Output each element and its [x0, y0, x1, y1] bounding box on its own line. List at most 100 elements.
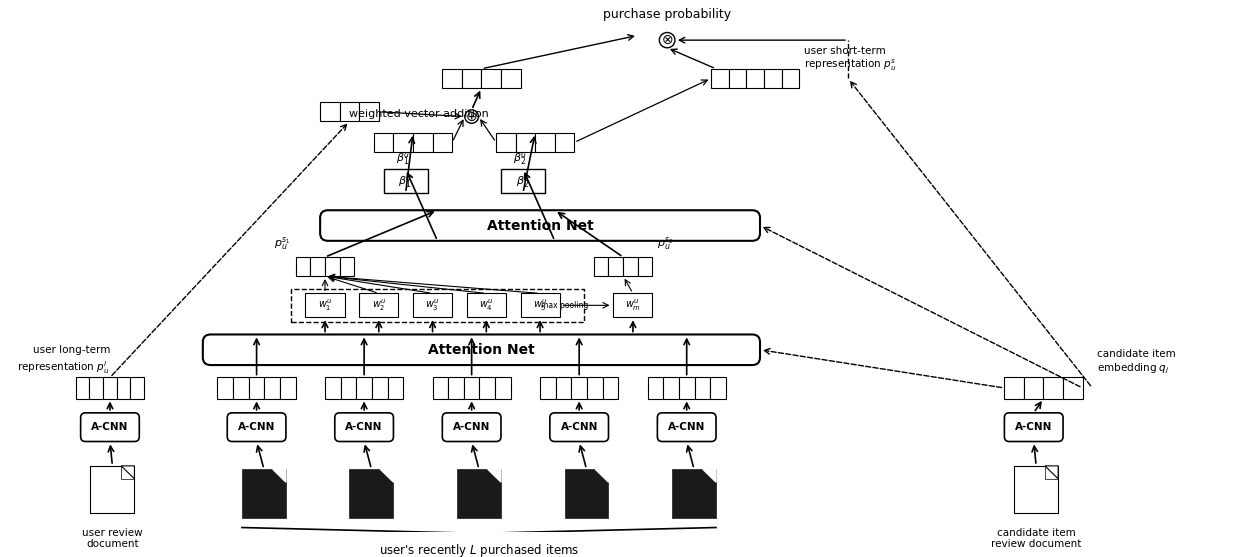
Bar: [116, 378, 130, 398]
Bar: [593, 257, 608, 276]
Bar: [280, 378, 296, 398]
Text: A-CNN: A-CNN: [238, 422, 275, 432]
Bar: [249, 378, 264, 398]
FancyBboxPatch shape: [335, 413, 394, 442]
Bar: [565, 469, 608, 518]
Bar: [325, 378, 341, 398]
Bar: [602, 378, 618, 398]
Bar: [130, 378, 144, 398]
FancyBboxPatch shape: [1005, 413, 1063, 442]
Bar: [479, 378, 496, 398]
Circle shape: [465, 110, 478, 123]
Bar: [463, 378, 479, 398]
Polygon shape: [1044, 466, 1058, 479]
Bar: [103, 378, 116, 398]
Bar: [613, 294, 653, 317]
Text: A-CNN: A-CNN: [668, 422, 705, 432]
Text: $w_1^u$: $w_1^u$: [317, 297, 332, 313]
Text: $\otimes$: $\otimes$: [660, 33, 673, 47]
Bar: [540, 378, 556, 398]
Bar: [372, 378, 388, 398]
Bar: [442, 69, 462, 88]
Text: Attention Net: Attention Net: [427, 343, 535, 357]
Text: $w_m^u$: $w_m^u$: [624, 297, 641, 313]
Bar: [388, 378, 403, 398]
Text: max pooling: max pooling: [540, 301, 589, 310]
Bar: [482, 69, 501, 88]
Bar: [555, 133, 575, 152]
Text: user's recently $L$ purchased items: user's recently $L$ purchased items: [379, 542, 579, 557]
Bar: [413, 294, 452, 317]
Text: $\oplus$: $\oplus$: [466, 110, 478, 124]
Bar: [1043, 378, 1063, 398]
Bar: [291, 289, 584, 322]
Bar: [359, 294, 398, 317]
Text: A-CNN: A-CNN: [453, 422, 491, 432]
Text: user short-term
representation $p_u^s$: user short-term representation $p_u^s$: [804, 46, 897, 73]
Polygon shape: [488, 469, 501, 482]
Bar: [90, 466, 134, 513]
Text: A-CNN: A-CNN: [92, 422, 129, 432]
Bar: [394, 133, 413, 152]
Bar: [457, 469, 501, 518]
Text: $\beta_1^u$: $\beta_1^u$: [396, 150, 410, 167]
Text: A-CNN: A-CNN: [560, 422, 598, 432]
Bar: [413, 133, 432, 152]
FancyBboxPatch shape: [320, 210, 760, 241]
Bar: [695, 378, 710, 398]
FancyBboxPatch shape: [442, 413, 501, 442]
Bar: [501, 69, 520, 88]
Bar: [449, 378, 463, 398]
Polygon shape: [703, 469, 716, 482]
Bar: [729, 69, 746, 88]
Bar: [746, 69, 764, 88]
Text: $\beta_2^u$: $\beta_2^u$: [515, 173, 530, 189]
Bar: [608, 257, 623, 276]
Text: Attention Net: Attention Net: [487, 218, 593, 232]
Bar: [1005, 378, 1023, 398]
Bar: [587, 378, 602, 398]
Bar: [218, 378, 233, 398]
Bar: [571, 378, 587, 398]
FancyBboxPatch shape: [227, 413, 286, 442]
FancyBboxPatch shape: [203, 335, 760, 365]
Bar: [339, 257, 354, 276]
Text: $w_5^u$: $w_5^u$: [533, 297, 548, 313]
Text: user long-term
representation $p_u^l$: user long-term representation $p_u^l$: [17, 345, 110, 375]
Text: $w_3^u$: $w_3^u$: [425, 297, 440, 313]
Bar: [515, 133, 535, 152]
Text: $p_u^{s_2}$: $p_u^{s_2}$: [658, 235, 674, 252]
Bar: [496, 378, 510, 398]
FancyBboxPatch shape: [550, 413, 608, 442]
Bar: [663, 378, 679, 398]
Bar: [764, 69, 782, 88]
Bar: [325, 257, 339, 276]
Bar: [320, 102, 339, 121]
Bar: [623, 257, 638, 276]
FancyBboxPatch shape: [81, 413, 139, 442]
Polygon shape: [595, 469, 608, 482]
Bar: [384, 169, 427, 193]
Bar: [374, 133, 394, 152]
Bar: [496, 133, 515, 152]
Text: $\beta_2^u$: $\beta_2^u$: [513, 150, 528, 167]
Text: weighted vector addition: weighted vector addition: [349, 109, 489, 119]
Bar: [296, 257, 310, 276]
Bar: [233, 378, 249, 398]
Bar: [349, 469, 394, 518]
Bar: [359, 102, 379, 121]
Bar: [339, 102, 359, 121]
Text: $\beta_1^u$: $\beta_1^u$: [399, 173, 413, 189]
Text: candidate item
embedding $q_j$: candidate item embedding $q_j$: [1098, 349, 1176, 375]
Bar: [467, 294, 506, 317]
Bar: [501, 169, 545, 193]
Bar: [89, 378, 103, 398]
Polygon shape: [273, 469, 286, 482]
Bar: [556, 378, 571, 398]
Bar: [648, 378, 663, 398]
Text: user review
document: user review document: [82, 527, 142, 549]
Bar: [264, 378, 280, 398]
Bar: [1015, 466, 1058, 513]
Circle shape: [659, 32, 675, 48]
Bar: [341, 378, 357, 398]
